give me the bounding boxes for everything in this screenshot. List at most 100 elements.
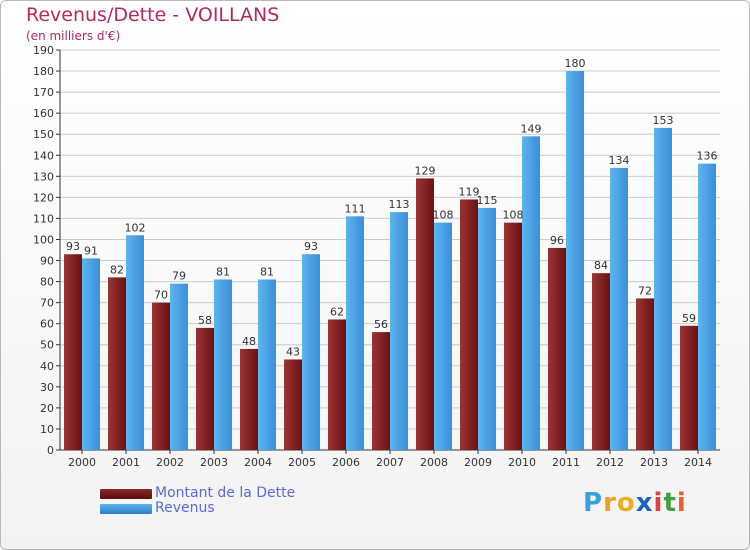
data-label-revenue: 153 <box>653 114 674 127</box>
data-label-debt: 70 <box>154 289 168 302</box>
bar-revenue-2003 <box>214 279 232 450</box>
data-label-revenue: 79 <box>172 270 186 283</box>
bar-revenue-2008 <box>434 222 452 450</box>
logo-letter: i <box>653 488 664 518</box>
data-label-debt: 62 <box>330 305 344 318</box>
y-tick-label: 110 <box>33 212 54 225</box>
y-tick-label: 80 <box>40 276 54 289</box>
y-tick-label: 170 <box>33 86 54 99</box>
x-tick-label: 2011 <box>552 456 580 469</box>
data-label-revenue: 108 <box>433 209 454 222</box>
legend-swatch-revenue <box>100 504 152 514</box>
y-tick-label: 60 <box>40 318 54 331</box>
y-tick-label: 140 <box>33 149 54 162</box>
data-label-revenue: 102 <box>125 221 146 234</box>
data-label-debt: 72 <box>638 284 652 297</box>
bar-debt-2004 <box>240 348 258 450</box>
bar-debt-2008 <box>416 178 434 450</box>
x-tick-label: 2002 <box>156 456 184 469</box>
data-label-revenue: 93 <box>304 240 318 253</box>
data-label-revenue: 111 <box>345 202 366 215</box>
bar-revenue-2009 <box>478 207 496 450</box>
data-label-debt: 93 <box>66 240 80 253</box>
bar-revenue-2014 <box>698 163 716 450</box>
data-label-debt: 82 <box>110 263 124 276</box>
labels: 0 10 20 30 40 50 60 70 80 90 100 110 120 130 140 150 160… <box>33 44 718 469</box>
y-tick-label: 0 <box>47 444 54 457</box>
y-tick-label: 160 <box>33 107 54 120</box>
bar-revenue-2004 <box>258 279 276 450</box>
chart-subtitle: (en milliers d'€) <box>26 29 121 43</box>
bar-debt-2011 <box>548 247 566 450</box>
y-tick-label: 50 <box>40 339 54 352</box>
bar-revenue-2010 <box>522 136 540 450</box>
bar-debt-2005 <box>284 359 302 450</box>
x-tick-label: 2007 <box>376 456 404 469</box>
data-label-revenue: 91 <box>84 244 98 257</box>
bar-revenue-2001 <box>126 235 144 450</box>
y-tick-label: 10 <box>40 423 54 436</box>
bar-revenue-2007 <box>390 212 408 450</box>
y-tick-label: 100 <box>33 233 54 246</box>
bar-debt-2006 <box>328 319 346 450</box>
data-label-debt: 43 <box>286 345 300 358</box>
bar-revenue-2002 <box>170 283 188 450</box>
bar-debt-2001 <box>108 277 126 450</box>
bar-debt-2009 <box>460 199 478 450</box>
logo-letter: x <box>635 488 654 518</box>
bar-debt-2000 <box>64 254 82 450</box>
data-label-debt: 119 <box>459 185 480 198</box>
y-tick-label: 150 <box>33 128 54 141</box>
y-tick-label: 20 <box>40 402 54 415</box>
data-label-revenue: 134 <box>609 154 630 167</box>
x-tick-label: 2009 <box>464 456 492 469</box>
y-tick-label: 190 <box>33 44 54 57</box>
y-tick-label: 30 <box>40 381 54 394</box>
data-label-debt: 56 <box>374 318 388 331</box>
bar-debt-2007 <box>372 332 390 450</box>
legend-label-revenue: Revenus <box>155 500 215 516</box>
x-tick-label: 2004 <box>244 456 272 469</box>
y-tick-label: 40 <box>40 360 54 373</box>
data-label-revenue: 115 <box>477 194 498 207</box>
data-label-revenue: 81 <box>260 265 274 278</box>
bar-revenue-2011 <box>566 71 584 450</box>
data-label-debt: 59 <box>682 312 696 325</box>
bar-revenue-2006 <box>346 216 364 450</box>
bars <box>64 71 716 451</box>
y-tick-label: 90 <box>40 255 54 268</box>
x-tick-label: 2001 <box>112 456 140 469</box>
x-tick-label: 2010 <box>508 456 536 469</box>
data-label-debt: 58 <box>198 314 212 327</box>
data-label-revenue: 180 <box>565 57 586 70</box>
data-label-debt: 96 <box>550 234 564 247</box>
legend-label-debt: Montant de la Dette <box>155 485 296 501</box>
x-tick-label: 2012 <box>596 456 624 469</box>
x-tick-label: 2003 <box>200 456 228 469</box>
data-label-revenue: 136 <box>697 150 718 163</box>
x-tick-label: 2008 <box>420 456 448 469</box>
logo-letter: r <box>603 488 617 518</box>
logo-letter: i <box>676 488 687 518</box>
bar-debt-2014 <box>680 325 698 450</box>
bar-revenue-2005 <box>302 254 320 450</box>
y-tick-label: 70 <box>40 297 54 310</box>
y-tick-label: 180 <box>33 65 54 78</box>
data-label-debt: 108 <box>503 209 524 222</box>
bar-debt-2010 <box>504 222 522 450</box>
data-label-revenue: 113 <box>389 198 410 211</box>
x-tick-label: 2013 <box>640 456 668 469</box>
x-tick-label: 2005 <box>288 456 316 469</box>
x-tick-label: 2000 <box>68 456 96 469</box>
data-label-revenue: 149 <box>521 122 542 135</box>
x-tick-label: 2014 <box>684 456 712 469</box>
logo-letter: o <box>616 488 636 518</box>
y-tick-label: 120 <box>33 191 54 204</box>
proxiti-logo: Proxiti <box>583 488 687 518</box>
data-label-debt: 129 <box>415 164 436 177</box>
bar-revenue-2013 <box>654 127 672 450</box>
logo-letter: P <box>583 488 604 518</box>
bar-debt-2012 <box>592 273 610 450</box>
data-label-debt: 48 <box>242 335 256 348</box>
